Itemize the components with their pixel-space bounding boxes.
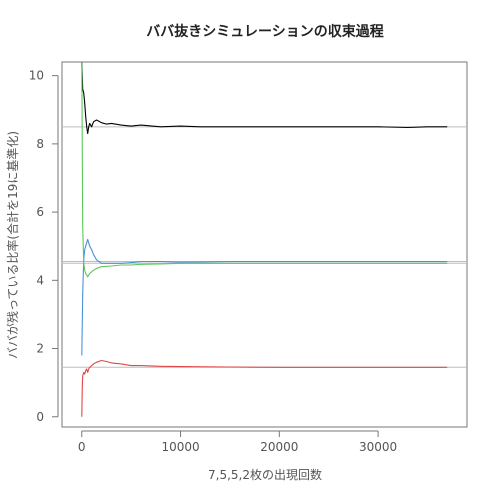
reference-lines [62,126,467,368]
y-tick-label: 10 [29,69,44,83]
x-tick-label: 10000 [161,440,199,454]
series-layer [81,61,448,417]
x-tick-label: 20000 [260,440,298,454]
x-tick-label: 30000 [359,440,397,454]
y-axis-label: ババが残っている比率(合計を19に基準化) [5,131,20,359]
y-tick-label: 4 [36,273,44,287]
x-axis-label: 7,5,5,2枚の出現回数 [208,467,322,482]
x-tick-label: 0 [78,440,86,454]
y-tick-label: 0 [36,410,44,424]
plot-frame [61,61,468,428]
y-tick-label: 8 [36,137,44,151]
y-tick-label: 2 [36,342,44,356]
series-line-0 [81,61,448,135]
series-line-3 [81,359,448,417]
x-axis: 0 10000 20000 30000 [78,430,397,454]
series-line-1 [81,238,448,356]
y-axis: 0 2 4 6 8 10 [29,69,59,424]
y-tick-label: 6 [36,205,44,219]
chart-title: ババ抜きシミュレーションの収束過程 [146,23,383,40]
series-line-2 [81,61,448,278]
